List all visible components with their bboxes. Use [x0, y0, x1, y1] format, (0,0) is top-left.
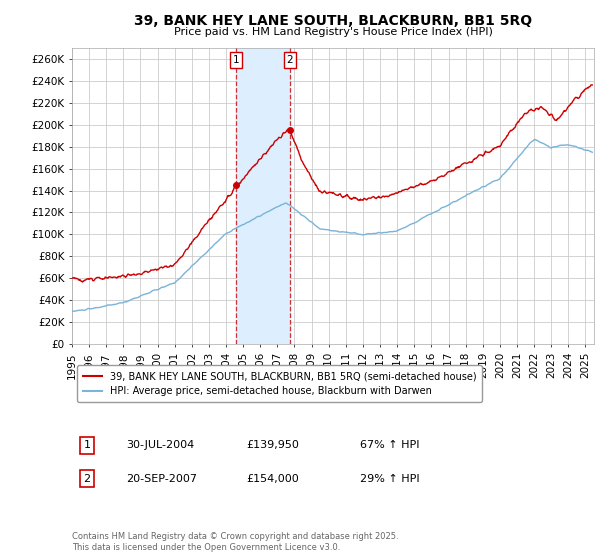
- Text: 2: 2: [286, 55, 293, 65]
- Text: 29% ↑ HPI: 29% ↑ HPI: [360, 474, 419, 484]
- Legend: 39, BANK HEY LANE SOUTH, BLACKBURN, BB1 5RQ (semi-detached house), HPI: Average : 39, BANK HEY LANE SOUTH, BLACKBURN, BB1 …: [77, 365, 482, 402]
- Text: 1: 1: [83, 440, 91, 450]
- Bar: [236, 48, 290, 344]
- Text: 2: 2: [83, 474, 91, 484]
- Text: 67% ↑ HPI: 67% ↑ HPI: [360, 440, 419, 450]
- Text: Price paid vs. HM Land Registry's House Price Index (HPI): Price paid vs. HM Land Registry's House …: [173, 27, 493, 37]
- Text: 30-JUL-2004: 30-JUL-2004: [126, 440, 194, 450]
- Text: £139,950: £139,950: [246, 440, 299, 450]
- Text: Contains HM Land Registry data © Crown copyright and database right 2025.
This d: Contains HM Land Registry data © Crown c…: [72, 532, 398, 552]
- Text: 20-SEP-2007: 20-SEP-2007: [126, 474, 197, 484]
- Text: 1: 1: [232, 55, 239, 65]
- Text: 39, BANK HEY LANE SOUTH, BLACKBURN, BB1 5RQ: 39, BANK HEY LANE SOUTH, BLACKBURN, BB1 …: [134, 14, 532, 28]
- Text: £154,000: £154,000: [246, 474, 299, 484]
